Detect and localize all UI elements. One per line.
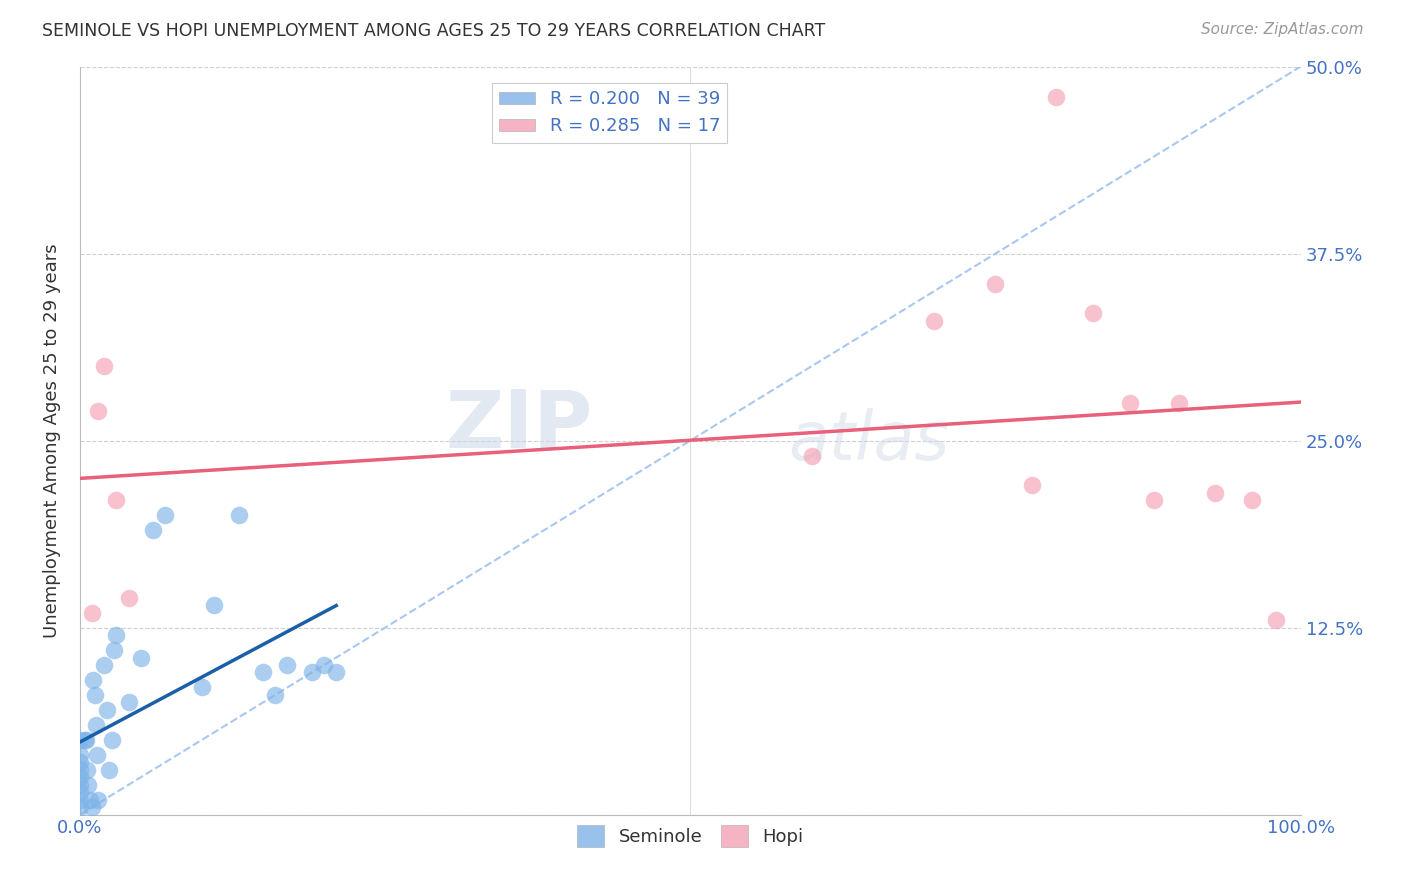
Point [312, 658, 335, 673]
Point [228, 508, 250, 523]
Point [301, 665, 323, 680]
Point [69, 778, 91, 792]
Point [325, 665, 347, 680]
Point [202, 598, 225, 612]
Point [83, 688, 105, 702]
Legend: Seminole, Hopi: Seminole, Hopi [569, 818, 810, 855]
Point [1167, 396, 1189, 410]
Text: Source: ZipAtlas.com: Source: ZipAtlas.com [1201, 22, 1364, 37]
Point [69, 763, 91, 777]
Point [69, 747, 91, 762]
Point [100, 732, 122, 747]
Point [96, 703, 118, 717]
Point [1119, 396, 1142, 410]
Point [1045, 89, 1067, 103]
Point [87, 792, 110, 806]
Point [1021, 478, 1043, 492]
Point [69, 800, 91, 814]
Text: SEMINOLE VS HOPI UNEMPLOYMENT AMONG AGES 25 TO 29 YEARS CORRELATION CHART: SEMINOLE VS HOPI UNEMPLOYMENT AMONG AGES… [42, 22, 825, 40]
Point [76, 763, 98, 777]
Point [1240, 493, 1263, 508]
Point [80, 800, 103, 814]
Point [79, 792, 101, 806]
Point [86, 747, 108, 762]
Point [69, 756, 91, 770]
Text: atlas: atlas [787, 408, 949, 474]
Point [118, 695, 141, 709]
Point [801, 449, 824, 463]
Point [73, 732, 96, 747]
Point [1143, 493, 1166, 508]
Point [103, 643, 125, 657]
Point [1081, 306, 1104, 320]
Point [984, 277, 1007, 291]
Point [924, 314, 946, 328]
Point [105, 628, 128, 642]
Point [1204, 486, 1226, 500]
Text: ZIP: ZIP [446, 386, 592, 465]
Point [84, 718, 107, 732]
Y-axis label: Unemployment Among Ages 25 to 29 years: Unemployment Among Ages 25 to 29 years [44, 244, 60, 638]
Point [69, 792, 91, 806]
Point [87, 403, 110, 417]
Point [142, 524, 165, 538]
Point [82, 673, 104, 687]
Point [69, 785, 91, 799]
Point [69, 732, 91, 747]
Point [118, 591, 141, 605]
Point [75, 732, 97, 747]
Point [80, 606, 103, 620]
Point [69, 770, 91, 784]
Point [129, 650, 152, 665]
Point [191, 681, 214, 695]
Point [264, 688, 287, 702]
Point [1265, 613, 1288, 627]
Point [77, 778, 100, 792]
Point [105, 493, 128, 508]
Point [93, 359, 115, 373]
Point [93, 658, 115, 673]
Point [98, 763, 121, 777]
Point [252, 665, 274, 680]
Point [155, 508, 177, 523]
Point [276, 658, 298, 673]
